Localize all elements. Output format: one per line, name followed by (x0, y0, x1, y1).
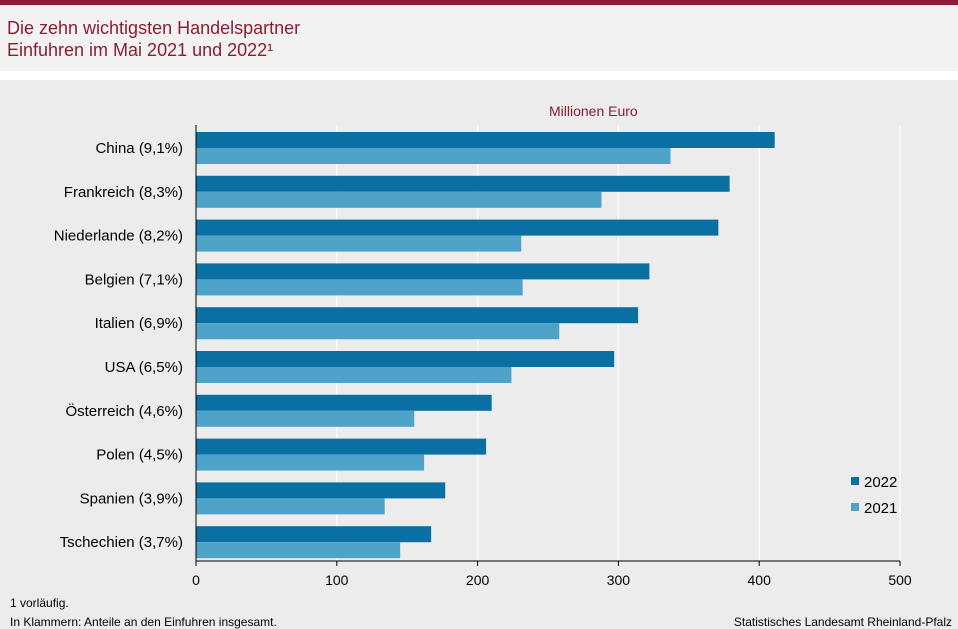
tick-label-500: 500 (888, 572, 912, 588)
chart-subtitle: Einfuhren im Mai 2021 und 2022¹ (7, 40, 274, 60)
bar-2022-1 (196, 175, 730, 192)
category-label-8: Spanien (3,9%) (80, 490, 183, 507)
chart-title: Die zehn wichtigsten Handelspartner (7, 18, 301, 38)
bar-2022-4 (196, 307, 639, 324)
category-label-9: Tschechien (3,7%) (60, 534, 183, 551)
bar-2022-8 (196, 482, 446, 499)
unit-label: Millionen Euro (549, 103, 638, 119)
tick-label-300: 300 (607, 572, 631, 588)
legend-label-2022: 2022 (864, 474, 897, 491)
tick-label-400: 400 (748, 572, 772, 588)
tick-label-100: 100 (325, 572, 349, 588)
category-label-3: Belgien (7,1%) (85, 271, 183, 288)
bars (196, 132, 775, 559)
category-label-6: Österreich (4,6%) (65, 402, 183, 420)
source-credit: Statistisches Landesamt Rheinland-Pfalz (733, 615, 952, 629)
bar-2021-7 (196, 454, 425, 471)
bar-2022-0 (196, 132, 775, 148)
bar-2022-6 (196, 394, 492, 411)
footnote-shares: In Klammern: Anteile an den Einfuhren in… (10, 615, 277, 629)
legend: 2022 2021 (851, 474, 897, 517)
bar-2022-7 (196, 438, 487, 455)
bar-2021-6 (196, 410, 415, 427)
header-separator (0, 71, 958, 80)
bar-2021-5 (196, 367, 512, 383)
category-label-1: Frankreich (8,3%) (64, 184, 183, 201)
bar-2021-0 (196, 148, 671, 164)
bar-2022-2 (196, 219, 719, 236)
legend-swatch-2022 (851, 477, 859, 485)
category-label-4: Italien (6,9%) (95, 315, 183, 332)
tick-label-200: 200 (466, 572, 490, 588)
footnote-preliminary: 1 vorläufig. (10, 596, 69, 610)
x-axis-ticks: 0 100 200 300 400 500 (192, 125, 912, 588)
bar-2021-1 (196, 191, 602, 208)
category-label-5: USA (6,5%) (105, 359, 183, 376)
bar-2021-2 (196, 235, 522, 252)
chart-header: Die zehn wichtigsten Handelspartner Einf… (0, 5, 958, 71)
category-label-0: China (9,1%) (95, 140, 183, 157)
legend-swatch-2021 (851, 503, 859, 511)
top-accent-rule (0, 0, 958, 5)
category-labels: China (9,1%) Frankreich (8,3%) Niederlande… (54, 140, 183, 551)
legend-label-2021: 2021 (864, 500, 897, 517)
category-label-2: Niederlande (8,2%) (54, 228, 183, 245)
tick-label-0: 0 (192, 572, 200, 588)
bar-2022-9 (196, 526, 432, 543)
bar-2021-3 (196, 279, 523, 296)
bar-2022-5 (196, 351, 615, 367)
bar-2022-3 (196, 263, 650, 280)
bar-2021-8 (196, 498, 385, 515)
category-label-7: Polen (4,5%) (96, 447, 183, 464)
bar-2021-9 (196, 542, 401, 559)
bar-2021-4 (196, 323, 560, 340)
